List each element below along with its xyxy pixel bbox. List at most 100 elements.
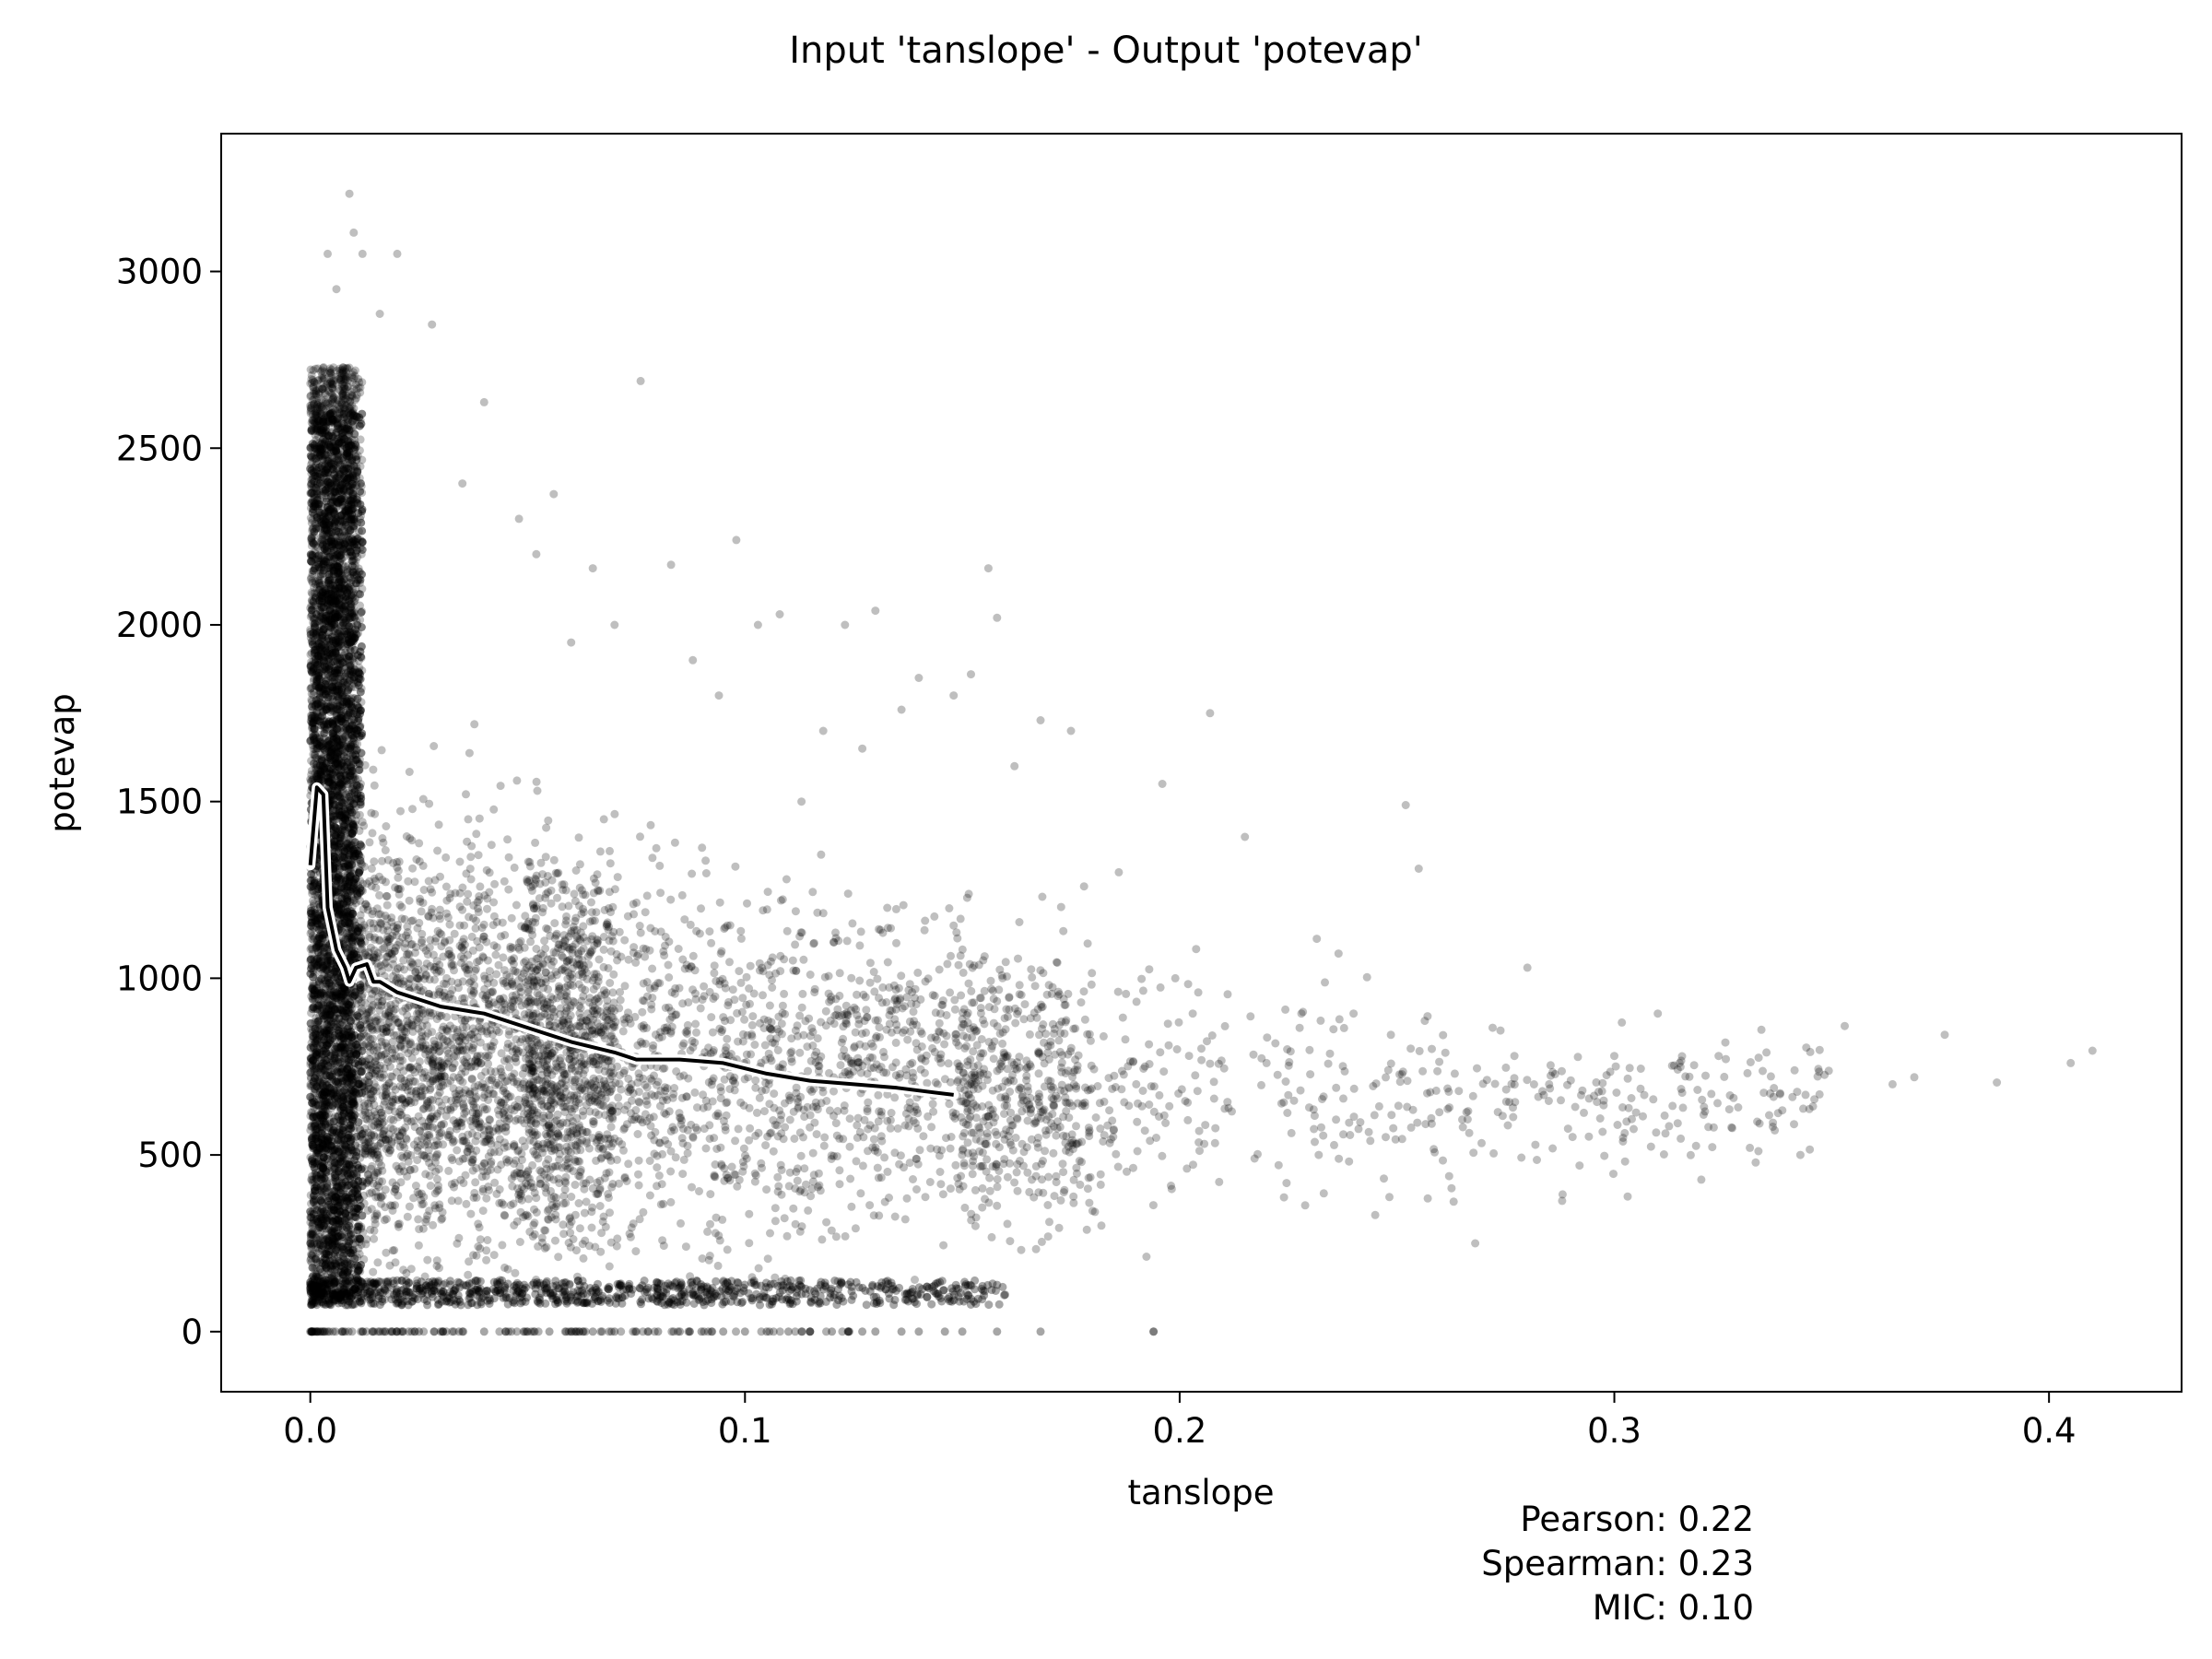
scatter-point bbox=[731, 1136, 740, 1146]
scatter-point bbox=[587, 1207, 596, 1217]
scatter-point bbox=[547, 1049, 557, 1057]
scatter-point bbox=[690, 1088, 700, 1097]
scatter-point bbox=[476, 1235, 485, 1244]
scatter-point bbox=[382, 1041, 392, 1051]
scatter-point bbox=[1403, 1077, 1412, 1086]
scatter-point bbox=[567, 929, 576, 938]
scatter-point bbox=[1019, 1147, 1029, 1157]
scatter-point bbox=[475, 943, 484, 952]
scatter-point bbox=[418, 1006, 427, 1015]
scatter-point bbox=[865, 1053, 875, 1062]
scatter-point bbox=[625, 1230, 634, 1239]
scatter-point bbox=[522, 1179, 530, 1188]
scatter-point bbox=[453, 1146, 462, 1155]
scatter-point bbox=[1625, 1064, 1634, 1073]
scatter-point bbox=[1423, 1194, 1432, 1203]
scatter-point bbox=[913, 1109, 923, 1118]
scatter-point bbox=[955, 1184, 964, 1194]
scatter-point bbox=[543, 1067, 552, 1077]
scatter-point bbox=[1211, 1124, 1220, 1133]
scatter-point bbox=[1052, 1178, 1061, 1187]
scatter-point bbox=[742, 1050, 751, 1059]
scatter-point bbox=[336, 373, 346, 382]
scatter-point bbox=[537, 1084, 547, 1093]
scatter-point bbox=[458, 905, 467, 914]
scatter-point bbox=[458, 1132, 467, 1141]
scatter-point bbox=[563, 1134, 572, 1143]
scatter-point bbox=[959, 1031, 968, 1041]
scatter-point bbox=[980, 1065, 989, 1074]
scatter-point bbox=[967, 1209, 976, 1218]
scatter-point bbox=[1059, 1131, 1068, 1140]
scatter-point bbox=[384, 1135, 393, 1145]
scatter-point bbox=[1194, 988, 1203, 997]
scatter-point bbox=[883, 1116, 892, 1125]
scatter-point bbox=[429, 742, 439, 750]
scatter-point bbox=[1013, 1058, 1021, 1067]
scatter-point bbox=[411, 948, 419, 958]
scatter-point bbox=[537, 1233, 547, 1242]
scatter-point bbox=[1078, 1099, 1088, 1108]
scatter-point bbox=[595, 1183, 605, 1193]
scatter-point bbox=[435, 1129, 444, 1138]
scatter-point bbox=[577, 909, 586, 918]
scatter-point bbox=[450, 966, 458, 975]
scatter-point bbox=[517, 1174, 526, 1183]
scatter-point bbox=[791, 1026, 800, 1035]
scatter-point bbox=[1010, 1178, 1019, 1187]
scatter-point bbox=[378, 990, 387, 999]
scatter-point bbox=[994, 1143, 1004, 1152]
scatter-point bbox=[362, 901, 371, 911]
scatter-point bbox=[856, 927, 865, 936]
scatter-point bbox=[1142, 1253, 1151, 1261]
scatter-point bbox=[787, 1034, 796, 1043]
scatter-point bbox=[365, 1077, 373, 1087]
scatter-point bbox=[365, 1102, 374, 1112]
scatter-point bbox=[615, 927, 624, 936]
scatter-point bbox=[678, 1041, 688, 1051]
scatter-point bbox=[347, 378, 357, 386]
scatter-point bbox=[989, 1054, 998, 1064]
scatter-point bbox=[582, 1127, 591, 1136]
scatter-point bbox=[763, 1254, 772, 1264]
scatter-point bbox=[956, 1084, 965, 1093]
scatter-point bbox=[692, 1028, 700, 1037]
scatter-point bbox=[688, 1133, 698, 1142]
scatter-point bbox=[549, 1204, 559, 1212]
scatter-point bbox=[1445, 1103, 1454, 1112]
scatter-point bbox=[893, 1124, 902, 1133]
scatter-point bbox=[935, 1168, 945, 1176]
scatter-point bbox=[1085, 1132, 1094, 1141]
scatter-point bbox=[680, 915, 689, 924]
scatter-point bbox=[1040, 1038, 1048, 1047]
scatter-point bbox=[883, 958, 892, 967]
scatter-point bbox=[1019, 1161, 1028, 1171]
scatter-point bbox=[1613, 1121, 1622, 1129]
scatter-point bbox=[494, 960, 503, 970]
scatter-point bbox=[401, 1100, 409, 1109]
scatter-point bbox=[543, 1088, 551, 1097]
scatter-point bbox=[489, 805, 499, 814]
scatter-point bbox=[806, 1085, 815, 1094]
scatter-point bbox=[573, 1157, 582, 1166]
scatter-point bbox=[375, 918, 384, 927]
scatter-point bbox=[543, 1011, 552, 1020]
scatter-point bbox=[862, 1006, 871, 1015]
scatter-point bbox=[528, 1081, 537, 1090]
scatter-point bbox=[444, 993, 453, 1002]
scatter-point bbox=[752, 1108, 761, 1117]
scatter-point bbox=[548, 1137, 558, 1147]
scatter-point bbox=[794, 1031, 802, 1041]
scatter-point bbox=[547, 1096, 556, 1105]
scatter-point bbox=[688, 985, 697, 994]
scatter-point bbox=[549, 1012, 559, 1021]
scatter-point bbox=[594, 972, 603, 982]
scatter-point bbox=[653, 1163, 662, 1172]
scatter-point bbox=[579, 1107, 587, 1116]
scatter-point bbox=[701, 856, 711, 865]
scatter-point bbox=[308, 896, 317, 905]
scatter-point bbox=[487, 1045, 496, 1054]
scatter-point bbox=[768, 983, 777, 992]
scatter-point bbox=[650, 1091, 659, 1100]
scatter-point bbox=[830, 938, 839, 947]
